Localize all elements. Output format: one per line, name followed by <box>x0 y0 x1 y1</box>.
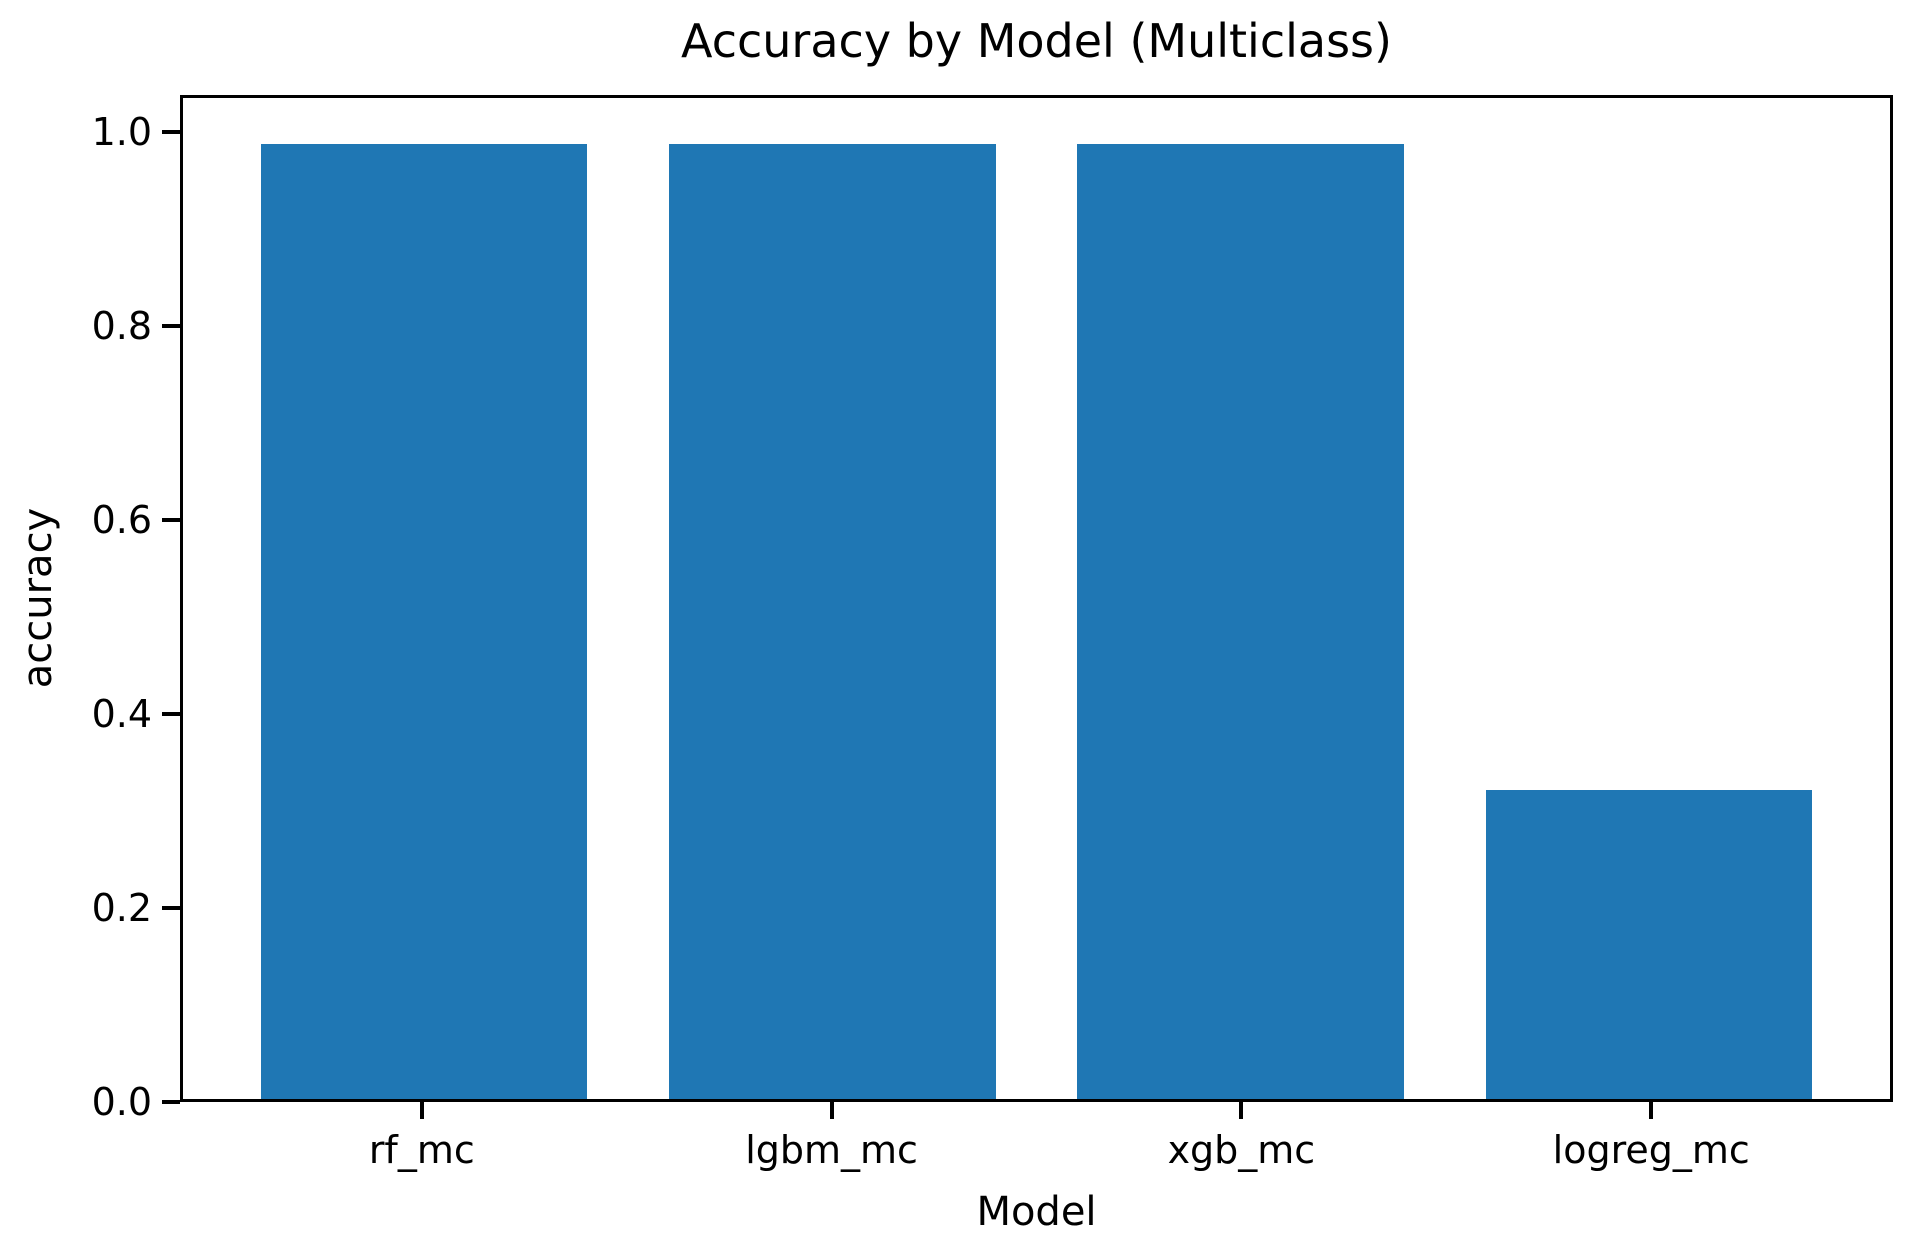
y-tick-mark-0.2 <box>162 905 180 910</box>
x-tick-label-rf_mc: rf_mc <box>368 1128 475 1172</box>
y-tick-mark-0.6 <box>162 517 180 522</box>
x-tick-mark-logreg_mc <box>1649 1102 1654 1119</box>
bar-rf_mc <box>260 144 588 1099</box>
bar-logreg_mc <box>1485 790 1813 1099</box>
plot-area <box>180 95 1893 1102</box>
y-tick-label-0.2: 0.2 <box>91 885 152 930</box>
x-tick-mark-xgb_mc <box>1239 1102 1244 1119</box>
x-tick-label-lgbm_mc: lgbm_mc <box>745 1128 918 1172</box>
y-tick-mark-0.0 <box>162 1100 180 1104</box>
y-tick-label-0.6: 0.6 <box>91 497 152 542</box>
y-tick-label-0.8: 0.8 <box>91 303 152 348</box>
x-axis-label: Model <box>976 1189 1097 1235</box>
x-tick-label-xgb_mc: xgb_mc <box>1167 1128 1316 1172</box>
x-tick-mark-rf_mc <box>419 1102 424 1119</box>
bar-lgbm_mc <box>668 144 996 1099</box>
chart-title: Accuracy by Model (Multiclass) <box>681 14 1392 68</box>
y-tick-mark-0.4 <box>162 711 180 716</box>
x-tick-mark-lgbm_mc <box>829 1102 834 1119</box>
y-tick-label-0.4: 0.4 <box>91 691 152 736</box>
y-tick-label-0.0: 0.0 <box>91 1080 152 1124</box>
y-tick-label-1.0: 1.0 <box>91 109 152 154</box>
y-tick-mark-0.8 <box>162 323 180 328</box>
y-tick-mark-1.0 <box>162 129 180 134</box>
x-tick-label-logreg_mc: logreg_mc <box>1552 1128 1750 1172</box>
bar-xgb_mc <box>1077 144 1405 1099</box>
